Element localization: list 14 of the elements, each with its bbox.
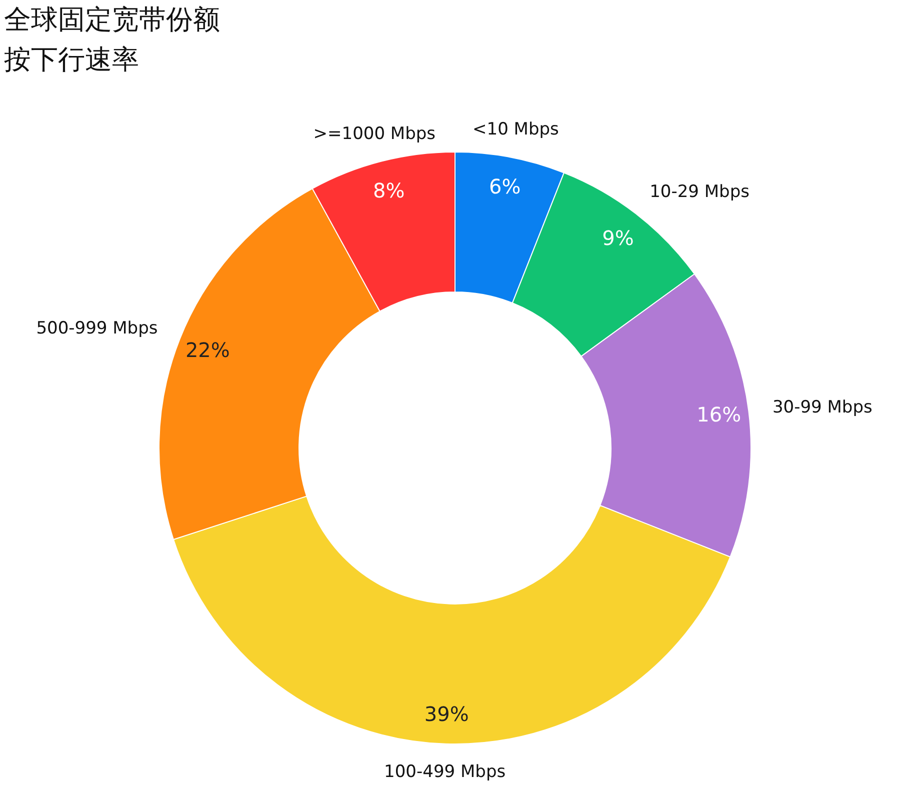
slice-label: >=1000 Mbps xyxy=(313,124,436,144)
data-label: 39% xyxy=(424,702,469,726)
data-label: 8% xyxy=(372,178,405,202)
slice-label: <10 Mbps xyxy=(472,120,560,140)
chart-subtitle: 按下行速率 xyxy=(4,44,139,76)
data-label: 22% xyxy=(185,338,230,362)
data-label: 6% xyxy=(488,174,521,199)
data-label: 9% xyxy=(602,226,634,250)
slice-label: 30-99 Mbps xyxy=(772,397,872,418)
slice-label: 10-29 Mbps xyxy=(650,182,750,202)
chart-title: 全球固定宽带份额 xyxy=(4,4,220,36)
slice-label: 500-999 Mbps xyxy=(36,318,158,339)
data-label: 16% xyxy=(696,402,742,427)
slice-label: 100-499 Mbps xyxy=(384,762,506,782)
